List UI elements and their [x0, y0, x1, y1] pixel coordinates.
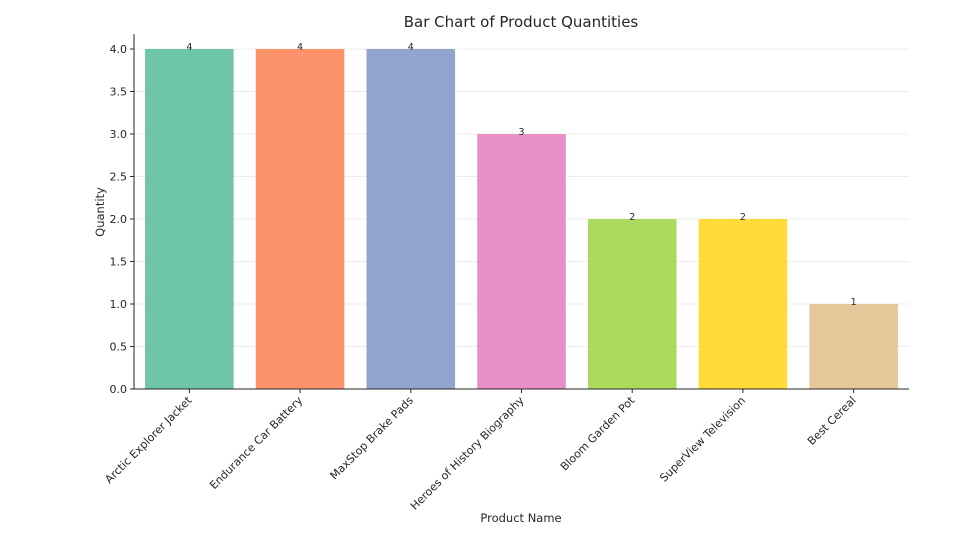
data-label: 4	[186, 42, 192, 53]
y-tick-label: 1.0	[110, 298, 128, 311]
chart-title: Bar Chart of Product Quantities	[404, 13, 639, 31]
data-label: 4	[297, 42, 303, 53]
x-axis-label: Product Name	[480, 511, 561, 525]
x-tick-label: Bloom Garden Pot	[558, 393, 638, 473]
x-tick-label: Best Cereal	[805, 394, 859, 448]
bar-3	[366, 49, 456, 389]
bar-6	[698, 219, 788, 389]
x-tick-label: Endurance Car Battery	[207, 394, 305, 492]
data-labels: 4 4 4 3 2 2 1	[186, 42, 856, 308]
data-label: 2	[740, 212, 746, 223]
bar-4	[477, 134, 566, 389]
y-tick-label: 3.5	[110, 86, 128, 99]
y-tick-label: 0.0	[110, 383, 128, 396]
x-tick-label: Heroes of History Biography	[408, 394, 527, 513]
y-tick-label: 2.5	[110, 171, 128, 184]
data-label: 2	[629, 212, 635, 223]
data-label: 4	[408, 42, 414, 53]
y-tick-label: 1.5	[110, 256, 128, 269]
bar-1	[145, 49, 234, 389]
bar-5	[587, 219, 677, 389]
bar-7	[809, 304, 898, 389]
x-tick-label: MaxStop Brake Pads	[328, 394, 417, 483]
y-tick-label: 0.5	[110, 341, 128, 354]
data-label: 3	[518, 127, 524, 138]
bar-2	[255, 49, 345, 389]
y-tick-label: 3.0	[110, 128, 128, 141]
x-tick-label: SuperView Television	[657, 394, 748, 485]
y-tick-label: 2.0	[110, 213, 128, 226]
y-axis-label: Quantity	[93, 187, 107, 237]
bars	[145, 49, 898, 389]
x-tick-label: Arctic Explorer Jacket	[102, 393, 195, 486]
y-tick-label: 4.0	[110, 43, 128, 56]
data-label: 1	[851, 297, 857, 308]
